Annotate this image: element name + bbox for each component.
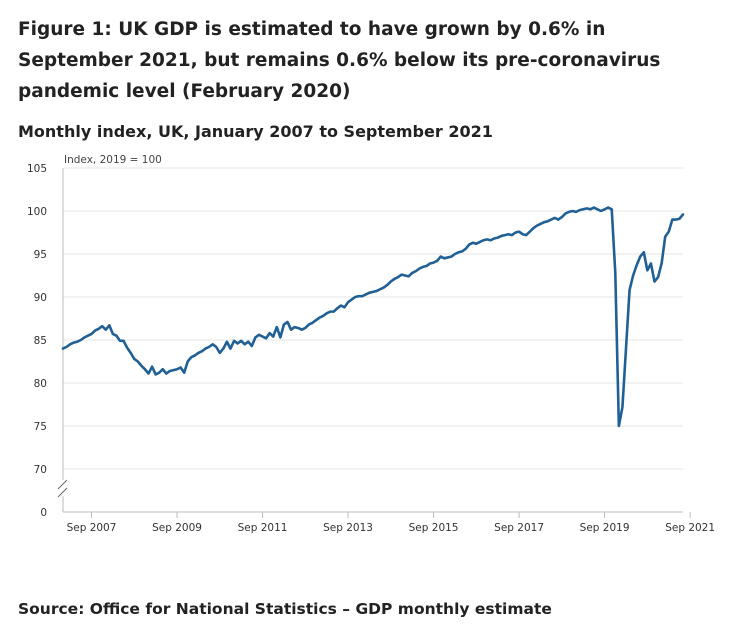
x-axis: Sep 2007 Sep 2009 Sep 2011 Sep 2013 Sep 2015… (67, 512, 715, 534)
axis-break-gap (57, 481, 69, 495)
x-tick-label-sep-2007: Sep 2007 (67, 522, 117, 534)
y-tick-label-70: 70 (34, 464, 47, 476)
y-axis: 0 70 75 80 85 90 95 100 105 (27, 163, 69, 519)
chart-title: Figure 1: UK GDP is estimated to have gr… (18, 19, 661, 102)
x-tick-label-sep-2015: Sep 2015 (409, 522, 459, 534)
series-line-gdp (61, 206, 685, 428)
x-tick-label-sep-2009: Sep 2009 (152, 522, 202, 534)
y-tick-label-80: 80 (34, 378, 47, 390)
y-tick-label-100: 100 (27, 206, 47, 218)
x-tick-label-sep-2011: Sep 2011 (238, 522, 288, 534)
x-tick-label-sep-2021: Sep 2021 (665, 522, 715, 534)
y-tick-label-85: 85 (34, 335, 47, 347)
y-tick-label-105: 105 (27, 163, 47, 175)
x-tick-label-sep-2017: Sep 2017 (494, 522, 544, 534)
x-tick-label-sep-2013: Sep 2013 (323, 522, 373, 534)
series-layer (61, 206, 685, 428)
axis-break-mark-bottom (57, 487, 68, 498)
gridlines (63, 167, 683, 513)
y-tick-label-75: 75 (34, 421, 47, 433)
source-note: Source: Office for National Statistics –… (18, 600, 552, 618)
y-tick-label-0: 0 (40, 507, 47, 519)
y-tick-label-90: 90 (34, 292, 47, 304)
y-axis-title: Index, 2019 = 100 (64, 154, 162, 166)
x-tick-label-sep-2019: Sep 2019 (580, 522, 630, 534)
axis-break-mark-top (57, 479, 68, 490)
chart-subtitle: Monthly index, UK, January 2007 to Septe… (18, 122, 493, 141)
y-tick-label-95: 95 (34, 249, 47, 261)
